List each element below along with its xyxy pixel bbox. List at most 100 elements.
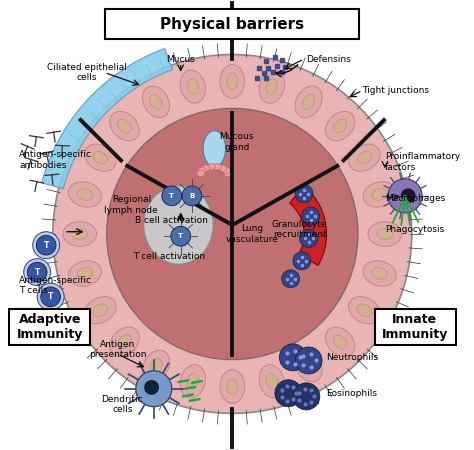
Ellipse shape: [227, 378, 238, 394]
Circle shape: [295, 347, 322, 374]
Circle shape: [293, 252, 311, 270]
FancyBboxPatch shape: [374, 309, 456, 345]
Ellipse shape: [109, 327, 139, 356]
Ellipse shape: [220, 65, 245, 98]
Ellipse shape: [377, 228, 392, 239]
Text: Dendritic
cells: Dendritic cells: [101, 395, 143, 414]
Ellipse shape: [63, 222, 97, 246]
Text: Tight junctions: Tight junctions: [363, 86, 429, 95]
Circle shape: [275, 380, 302, 407]
Circle shape: [162, 186, 182, 206]
Ellipse shape: [143, 86, 170, 118]
Circle shape: [36, 235, 56, 255]
Text: Neutrophils: Neutrophils: [327, 353, 379, 362]
Text: Eosinophils: Eosinophils: [327, 389, 377, 398]
Ellipse shape: [144, 186, 213, 264]
Text: Adaptive
Immunity: Adaptive Immunity: [17, 313, 83, 341]
Ellipse shape: [348, 297, 380, 324]
Ellipse shape: [326, 111, 355, 141]
Text: Phagocytosis: Phagocytosis: [385, 225, 444, 234]
Ellipse shape: [77, 189, 93, 200]
Ellipse shape: [266, 374, 278, 389]
Text: Proinflammatory
factors: Proinflammatory factors: [385, 153, 460, 172]
Text: T cell activation: T cell activation: [134, 252, 206, 261]
Ellipse shape: [302, 359, 315, 374]
Ellipse shape: [348, 144, 380, 171]
Text: Physical barriers: Physical barriers: [160, 17, 304, 32]
Text: Mucous
gland: Mucous gland: [219, 132, 254, 152]
Ellipse shape: [68, 182, 101, 207]
Ellipse shape: [187, 374, 199, 389]
Text: T: T: [35, 268, 40, 277]
Ellipse shape: [326, 327, 355, 356]
Ellipse shape: [187, 79, 199, 94]
Ellipse shape: [363, 182, 396, 207]
Circle shape: [145, 381, 158, 394]
Ellipse shape: [150, 359, 162, 374]
Circle shape: [302, 207, 320, 225]
Ellipse shape: [259, 365, 284, 398]
Ellipse shape: [93, 152, 108, 164]
Ellipse shape: [109, 111, 139, 141]
Text: Lung
vasculature: Lung vasculature: [226, 224, 279, 243]
Text: Antigen
presentation: Antigen presentation: [89, 340, 146, 360]
Ellipse shape: [118, 119, 131, 133]
Ellipse shape: [372, 189, 387, 200]
Ellipse shape: [150, 94, 162, 109]
Circle shape: [293, 383, 320, 410]
Text: B cell activation: B cell activation: [135, 216, 208, 225]
Text: T: T: [169, 193, 174, 199]
Ellipse shape: [180, 70, 206, 103]
Ellipse shape: [202, 165, 210, 171]
Ellipse shape: [77, 268, 93, 279]
Ellipse shape: [68, 261, 101, 286]
Ellipse shape: [207, 164, 215, 170]
Ellipse shape: [213, 164, 221, 170]
Ellipse shape: [266, 79, 278, 94]
Ellipse shape: [198, 167, 206, 174]
Ellipse shape: [219, 165, 227, 171]
Text: Macrophages: Macrophages: [385, 194, 445, 202]
Ellipse shape: [84, 297, 116, 324]
FancyBboxPatch shape: [105, 9, 359, 39]
Polygon shape: [203, 131, 226, 166]
Circle shape: [136, 371, 172, 407]
Circle shape: [295, 184, 313, 202]
Polygon shape: [42, 49, 173, 189]
Ellipse shape: [72, 228, 88, 239]
Circle shape: [41, 287, 61, 306]
Ellipse shape: [227, 74, 238, 89]
Ellipse shape: [357, 304, 372, 316]
Circle shape: [53, 54, 412, 414]
Ellipse shape: [180, 365, 206, 398]
Ellipse shape: [357, 152, 372, 164]
Text: Ciliated epithelial
cells: Ciliated epithelial cells: [46, 63, 127, 82]
Ellipse shape: [259, 70, 284, 103]
Circle shape: [171, 226, 191, 246]
Circle shape: [388, 179, 422, 213]
Ellipse shape: [197, 170, 205, 176]
Ellipse shape: [302, 94, 315, 109]
Circle shape: [182, 186, 202, 206]
FancyBboxPatch shape: [9, 309, 90, 345]
Circle shape: [279, 344, 306, 371]
Text: Mucus: Mucus: [166, 54, 195, 63]
Circle shape: [282, 270, 300, 288]
Circle shape: [24, 259, 51, 286]
Circle shape: [27, 262, 47, 282]
Ellipse shape: [224, 170, 232, 176]
Text: T: T: [44, 241, 49, 250]
Ellipse shape: [93, 304, 108, 316]
Circle shape: [107, 108, 358, 360]
Polygon shape: [290, 186, 327, 266]
Circle shape: [401, 189, 415, 202]
Text: B: B: [189, 193, 194, 199]
Circle shape: [300, 230, 318, 248]
Text: Defensins: Defensins: [306, 54, 351, 63]
Text: Granulocyte
recruitment: Granulocyte recruitment: [272, 220, 328, 239]
Ellipse shape: [333, 335, 347, 349]
Ellipse shape: [84, 144, 116, 171]
Text: T: T: [178, 233, 183, 239]
Ellipse shape: [372, 268, 387, 279]
Ellipse shape: [363, 261, 396, 286]
